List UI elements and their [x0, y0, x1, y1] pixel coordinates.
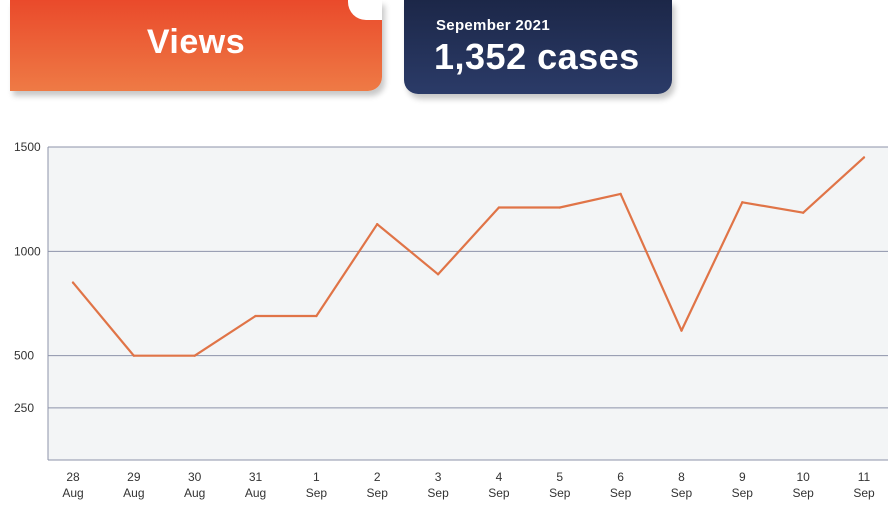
x-tick-label: 9	[739, 470, 746, 484]
x-tick-label: Sep	[549, 486, 571, 500]
x-tick-label: 6	[617, 470, 624, 484]
cases-period: Sepember 2021	[436, 17, 550, 34]
y-tick-label: 500	[14, 349, 34, 363]
x-tick-label: Sep	[367, 486, 389, 500]
x-tick-label: 5	[556, 470, 563, 484]
series-line	[72, 156, 865, 357]
x-tick-label: Sep	[792, 486, 814, 500]
x-tick-label: Sep	[671, 486, 693, 500]
cases-value: 1,352 cases	[434, 36, 640, 77]
data-point	[558, 206, 561, 209]
data-point	[436, 273, 440, 276]
x-tick-label: 2	[374, 470, 381, 484]
x-tick-label: Sep	[306, 486, 328, 500]
x-tick-label: 4	[496, 470, 503, 484]
plot-area	[48, 147, 888, 460]
data-point	[741, 201, 744, 204]
x-tick-label: Aug	[184, 486, 205, 500]
x-tick-label: 28	[66, 470, 80, 484]
views-banner: Views	[10, 0, 382, 91]
data-point	[497, 206, 501, 209]
x-tick-label: 10	[796, 470, 810, 484]
y-tick-label: 250	[14, 401, 34, 415]
cases-summary-card: Sepember 2021 1,352 cases	[404, 0, 672, 94]
x-tick-label: Aug	[123, 486, 144, 500]
data-point	[315, 314, 318, 318]
x-tick-label: Aug	[62, 486, 83, 500]
x-tick-label: Sep	[488, 486, 510, 500]
x-tick-label: 1	[313, 470, 320, 484]
data-point	[862, 156, 866, 159]
views-title: Views	[146, 23, 246, 61]
data-point	[680, 329, 683, 332]
x-tick-label: Sep	[732, 486, 754, 500]
data-point	[193, 354, 196, 357]
y-tick-label: 1000	[14, 244, 41, 258]
x-tick-label: 29	[127, 470, 141, 484]
y-tick-label: 1500	[14, 140, 41, 154]
x-tick-label: 3	[435, 470, 442, 484]
data-point	[254, 314, 257, 318]
x-tick-label: 31	[249, 470, 263, 484]
x-tick-label: Aug	[245, 486, 266, 500]
x-tick-label: Sep	[853, 486, 875, 500]
data-point	[801, 211, 805, 214]
x-tick-label: 30	[188, 470, 202, 484]
data-point	[376, 223, 379, 226]
data-point	[619, 192, 622, 196]
x-tick-label: 8	[678, 470, 685, 484]
data-point	[132, 354, 136, 357]
data-point	[71, 281, 75, 284]
x-tick-label: Sep	[427, 486, 449, 500]
x-tick-label: Sep	[610, 486, 632, 500]
x-tick-label: 11	[858, 470, 871, 484]
